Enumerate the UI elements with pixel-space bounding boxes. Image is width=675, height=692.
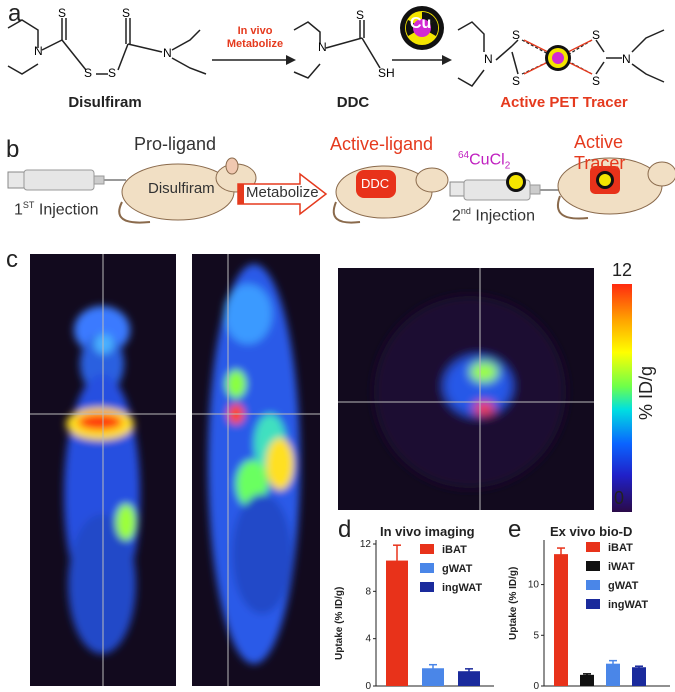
legend-label-iWAT: iWAT — [608, 561, 635, 573]
atom-s-4: S — [122, 6, 131, 20]
panel-c-letter: c — [6, 246, 18, 273]
bar-gWAT — [606, 663, 620, 686]
atom-sh: SH — [378, 66, 395, 80]
legend-swatch-iBAT — [586, 542, 600, 552]
metabolize-label: Metabolize — [246, 184, 319, 201]
y-tick-label: 8 — [365, 586, 371, 597]
legend-label-ingWAT: ingWAT — [442, 582, 482, 594]
radioactive-cu-icon — [400, 6, 444, 50]
rat-2-icon — [332, 165, 449, 224]
syringe-2-icon — [449, 172, 560, 201]
atom-n-4: N — [484, 52, 493, 66]
colorbar-max: 12 — [612, 260, 633, 280]
legend-swatch-gWAT — [420, 563, 434, 573]
legend-swatch-iWAT — [586, 561, 600, 571]
bar-iWAT — [580, 674, 594, 686]
atom-s-3: S — [108, 66, 117, 80]
y-tick-label: 5 — [533, 630, 539, 641]
cucl2-label: 64CuCl2 — [458, 150, 510, 172]
chart-d-title: In vivo imaging — [380, 524, 475, 539]
chart-d-plot: 0 4 8 12 iBAT gWAT ingWAT — [360, 539, 494, 692]
pro-ligand-label: Pro-ligand — [134, 134, 217, 154]
atom-n-1: N — [34, 44, 43, 58]
y-tick-label: 10 — [528, 580, 540, 591]
disulfiram-on-rat: Disulfiram — [148, 180, 215, 197]
atom-s-5: S — [356, 8, 365, 22]
y-tick-label: 12 — [360, 539, 372, 550]
panel-d-letter: d — [338, 516, 352, 543]
second-injection-label: 2nd Injection — [452, 206, 535, 225]
panel-b-workflow — [7, 157, 675, 224]
syringe-1-icon — [7, 169, 126, 191]
cucl2-isotope: 64 — [458, 150, 470, 161]
atom-n-3: N — [318, 40, 327, 54]
rat-3-icon — [557, 157, 675, 220]
disulfiram-label: Disulfiram — [68, 94, 142, 111]
ddc-label: DDC — [336, 94, 370, 111]
second-injection-sup: nd — [460, 206, 471, 216]
bar-gWAT — [422, 668, 444, 686]
y-tick-label: 0 — [533, 681, 539, 692]
atom-s-7: S — [512, 74, 521, 88]
chart-e-title: Ex vivo bio-D — [550, 524, 633, 539]
bar-ingWAT — [632, 667, 646, 686]
legend-swatch-gWAT — [586, 580, 600, 590]
legend-swatch-ingWAT — [420, 582, 434, 592]
second-injection-num: 2 — [452, 207, 461, 225]
atom-n-5: N — [622, 52, 631, 66]
active-ligand-label: Active-ligand — [330, 134, 434, 154]
legend-label-ingWAT: ingWAT — [608, 599, 648, 611]
cu-symbol: Cu — [410, 15, 432, 32]
colorbar — [612, 284, 632, 512]
panel-e-letter: e — [508, 516, 522, 543]
atom-s-8: S — [592, 28, 601, 42]
atom-s-1: S — [58, 6, 67, 20]
legend-label-iBAT: iBAT — [442, 544, 467, 556]
colorbar-min: 0 — [614, 488, 625, 508]
tracer-cu-icon — [545, 45, 571, 71]
bar-iBAT — [386, 560, 408, 686]
cucl2-formula: CuCl — [469, 151, 505, 169]
pet-sagittal-svg — [192, 254, 320, 686]
active-pet-tracer-label: Active PET Tracer — [500, 94, 628, 111]
atom-s-2: S — [84, 66, 93, 80]
pet-sagittal-image — [192, 254, 320, 686]
pet-coronal-svg — [30, 254, 176, 686]
legend-swatch-iBAT — [420, 544, 434, 554]
first-injection-num: 1 — [14, 201, 23, 219]
panel-a-chemistry — [7, 6, 665, 87]
y-tick-label: 4 — [365, 634, 371, 645]
in-vivo-metabolize-label: In vivo Metabolize — [220, 25, 290, 51]
colorbar-label: % ID/g — [636, 365, 656, 420]
first-injection-word: Injection — [34, 201, 99, 219]
atom-n-2: N — [163, 46, 172, 60]
legend-label-gWAT: gWAT — [442, 563, 473, 575]
second-injection-word: Injection — [470, 207, 535, 225]
pet-transverse-svg — [338, 268, 594, 510]
panel-b-letter: b — [6, 136, 20, 163]
pet-coronal-image — [30, 254, 176, 686]
cucl2-subscript: 2 — [504, 160, 511, 172]
arrow-label-line1: In vivo — [237, 25, 273, 37]
legend-label-iBAT: iBAT — [608, 542, 633, 554]
bar-iBAT — [554, 554, 568, 686]
y-tick-label: 0 — [365, 681, 371, 692]
atom-s-6: S — [512, 28, 521, 42]
legend-label-gWAT: gWAT — [608, 580, 639, 592]
pet-transverse-image — [338, 268, 594, 510]
legend-swatch-ingWAT — [586, 599, 600, 609]
ddc-on-rat: DDC — [361, 176, 390, 191]
chart-e-plot: 0 5 10 iBAT iWAT gWAT ingWAT — [528, 540, 670, 692]
first-injection-sup: ST — [22, 200, 35, 210]
active-tracer-label: Active Tracer — [574, 132, 626, 173]
panel-a-letter: a — [8, 0, 22, 27]
first-injection-label: 1ST Injection — [14, 200, 98, 219]
arrow-label-line2: Metabolize — [226, 38, 284, 50]
bar-ingWAT — [458, 671, 480, 686]
atom-s-9: S — [592, 74, 601, 88]
metabolize-arrow — [237, 172, 328, 216]
rat-1-icon — [118, 157, 257, 224]
